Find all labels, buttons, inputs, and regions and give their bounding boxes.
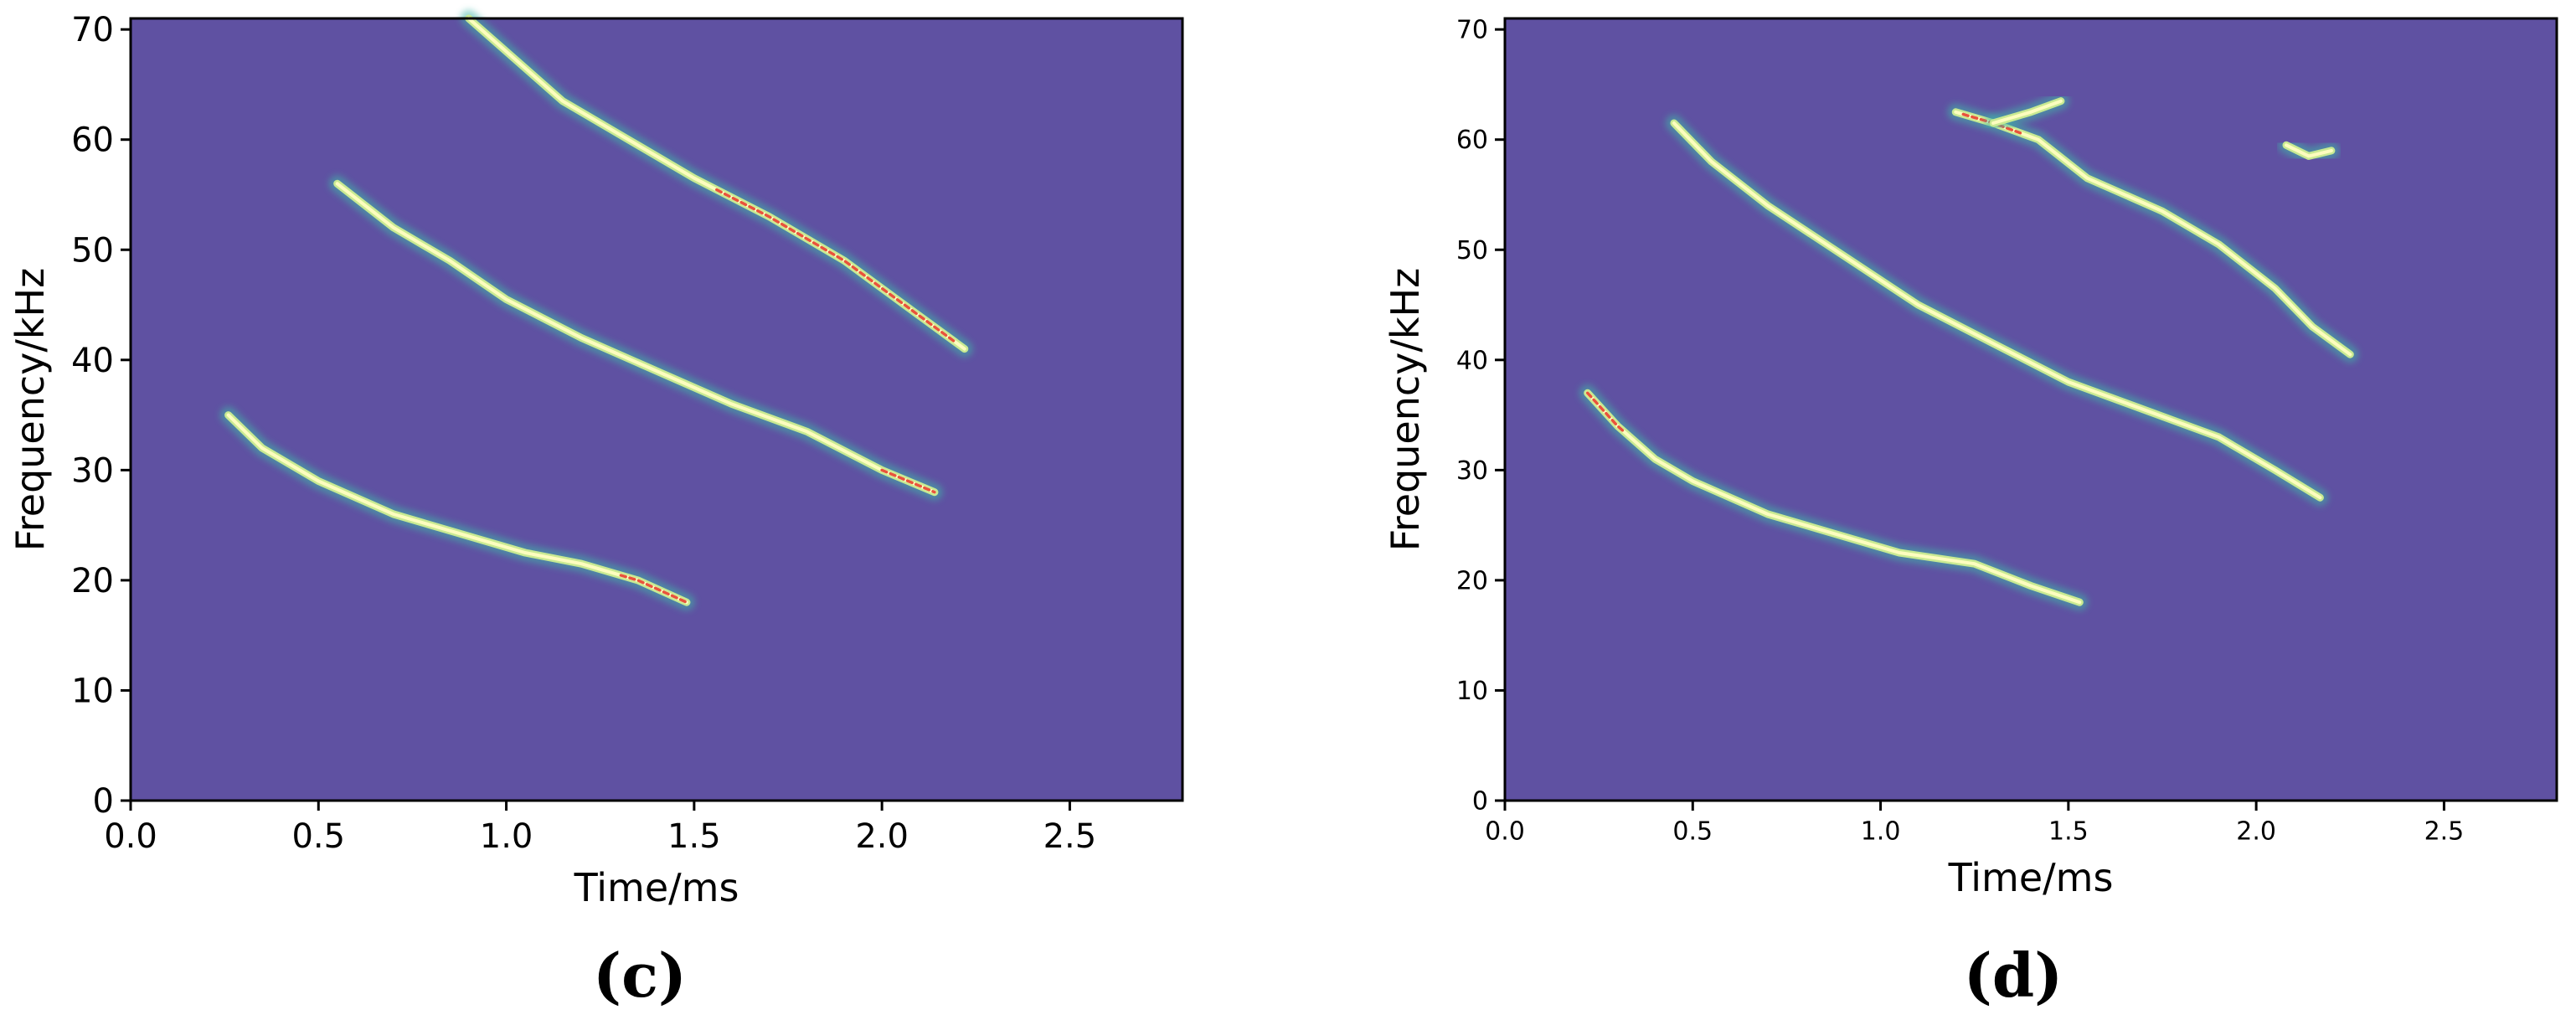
trace-core [335, 182, 936, 494]
x-tick-label: 2.0 [855, 817, 909, 856]
x-axis-label-d: Time/ms [1948, 855, 2114, 900]
x-tick-label: 0.5 [1672, 817, 1713, 847]
trace-peak [619, 574, 688, 604]
y-tick-label: 30 [1456, 456, 1488, 486]
x-tick-label: 2.5 [1043, 817, 1097, 856]
panel-c: 0 10 20 30 40 50 60 70 0.0 0.5 1.0 1.5 2.0 2.5 Time/… [8, 10, 1184, 1011]
trace-c-2 [328, 175, 943, 501]
traces-c [219, 10, 973, 611]
spectrogram-d [1505, 18, 2557, 801]
x-axis-label-c: Time/ms [574, 865, 739, 910]
y-tick-label: 0 [93, 782, 114, 821]
x-tick-label: 2.0 [2236, 817, 2276, 847]
panel-label-d: (d) [1964, 940, 2063, 1011]
trace-core [2285, 143, 2333, 158]
x-ticks-c: 0.0 0.5 1.0 1.5 2.0 2.5 [104, 801, 1096, 856]
trace-d-1 [1579, 384, 2089, 611]
x-tick-label: 2.5 [2424, 817, 2465, 847]
y-tick-label: 0 [1472, 787, 1488, 817]
y-axis-label-c: Frequency/kHz [8, 268, 53, 552]
y-tick-label: 70 [1456, 16, 1488, 45]
trace-peak [715, 188, 957, 344]
trace-core [226, 413, 688, 605]
y-ticks-c: 0 10 20 30 40 50 60 70 [71, 11, 131, 821]
y-tick-label: 60 [1456, 126, 1488, 155]
spectrogram-c [131, 18, 1182, 801]
x-tick-label: 0.0 [104, 817, 157, 856]
trace-core [1672, 121, 2322, 500]
trace-d-5 [2278, 137, 2340, 165]
y-tick-label: 40 [1456, 346, 1488, 375]
y-tick-label: 10 [1456, 677, 1488, 706]
y-tick-label: 70 [71, 11, 114, 49]
trace-d-2 [1665, 115, 2329, 507]
y-tick-label: 10 [71, 672, 114, 710]
trace-core [1585, 391, 2082, 605]
y-tick-label: 50 [71, 231, 114, 270]
y-tick-label: 30 [71, 451, 114, 490]
x-tick-label: 1.5 [667, 817, 721, 856]
axes-frame-c [129, 17, 1184, 802]
panel-d: 0 10 20 30 40 50 60 70 0.0 0.5 1.0 1.5 2.0 2.5 Time/… [1383, 16, 2558, 1011]
trace-peak [1585, 391, 1627, 435]
trace-peak [880, 468, 936, 494]
x-tick-label: 1.5 [2048, 817, 2089, 847]
x-tick-label: 1.0 [480, 817, 533, 856]
y-tick-label: 40 [71, 342, 114, 380]
y-tick-label: 20 [1456, 566, 1488, 595]
y-axis-label-d: Frequency/kHz [1383, 268, 1428, 552]
y-tick-label: 50 [1456, 236, 1488, 265]
trace-c-1 [219, 406, 695, 611]
trace-d-4 [1985, 92, 2069, 131]
x-tick-label: 0.5 [291, 817, 345, 856]
y-tick-label: 20 [71, 562, 114, 600]
y-tick-label: 60 [71, 121, 114, 160]
x-tick-label: 1.0 [1861, 817, 1901, 847]
x-ticks-d: 0.0 0.5 1.0 1.5 2.0 2.5 [1485, 801, 2464, 847]
trace-c-3 [460, 10, 973, 358]
trace-core [1991, 99, 2063, 125]
traces-d [1579, 92, 2359, 611]
y-ticks-d: 0 10 20 30 40 50 60 70 [1456, 16, 1505, 817]
x-tick-label: 0.0 [1485, 817, 1525, 847]
axes-frame-d [1503, 17, 2558, 802]
panel-label-c: (c) [593, 940, 687, 1011]
